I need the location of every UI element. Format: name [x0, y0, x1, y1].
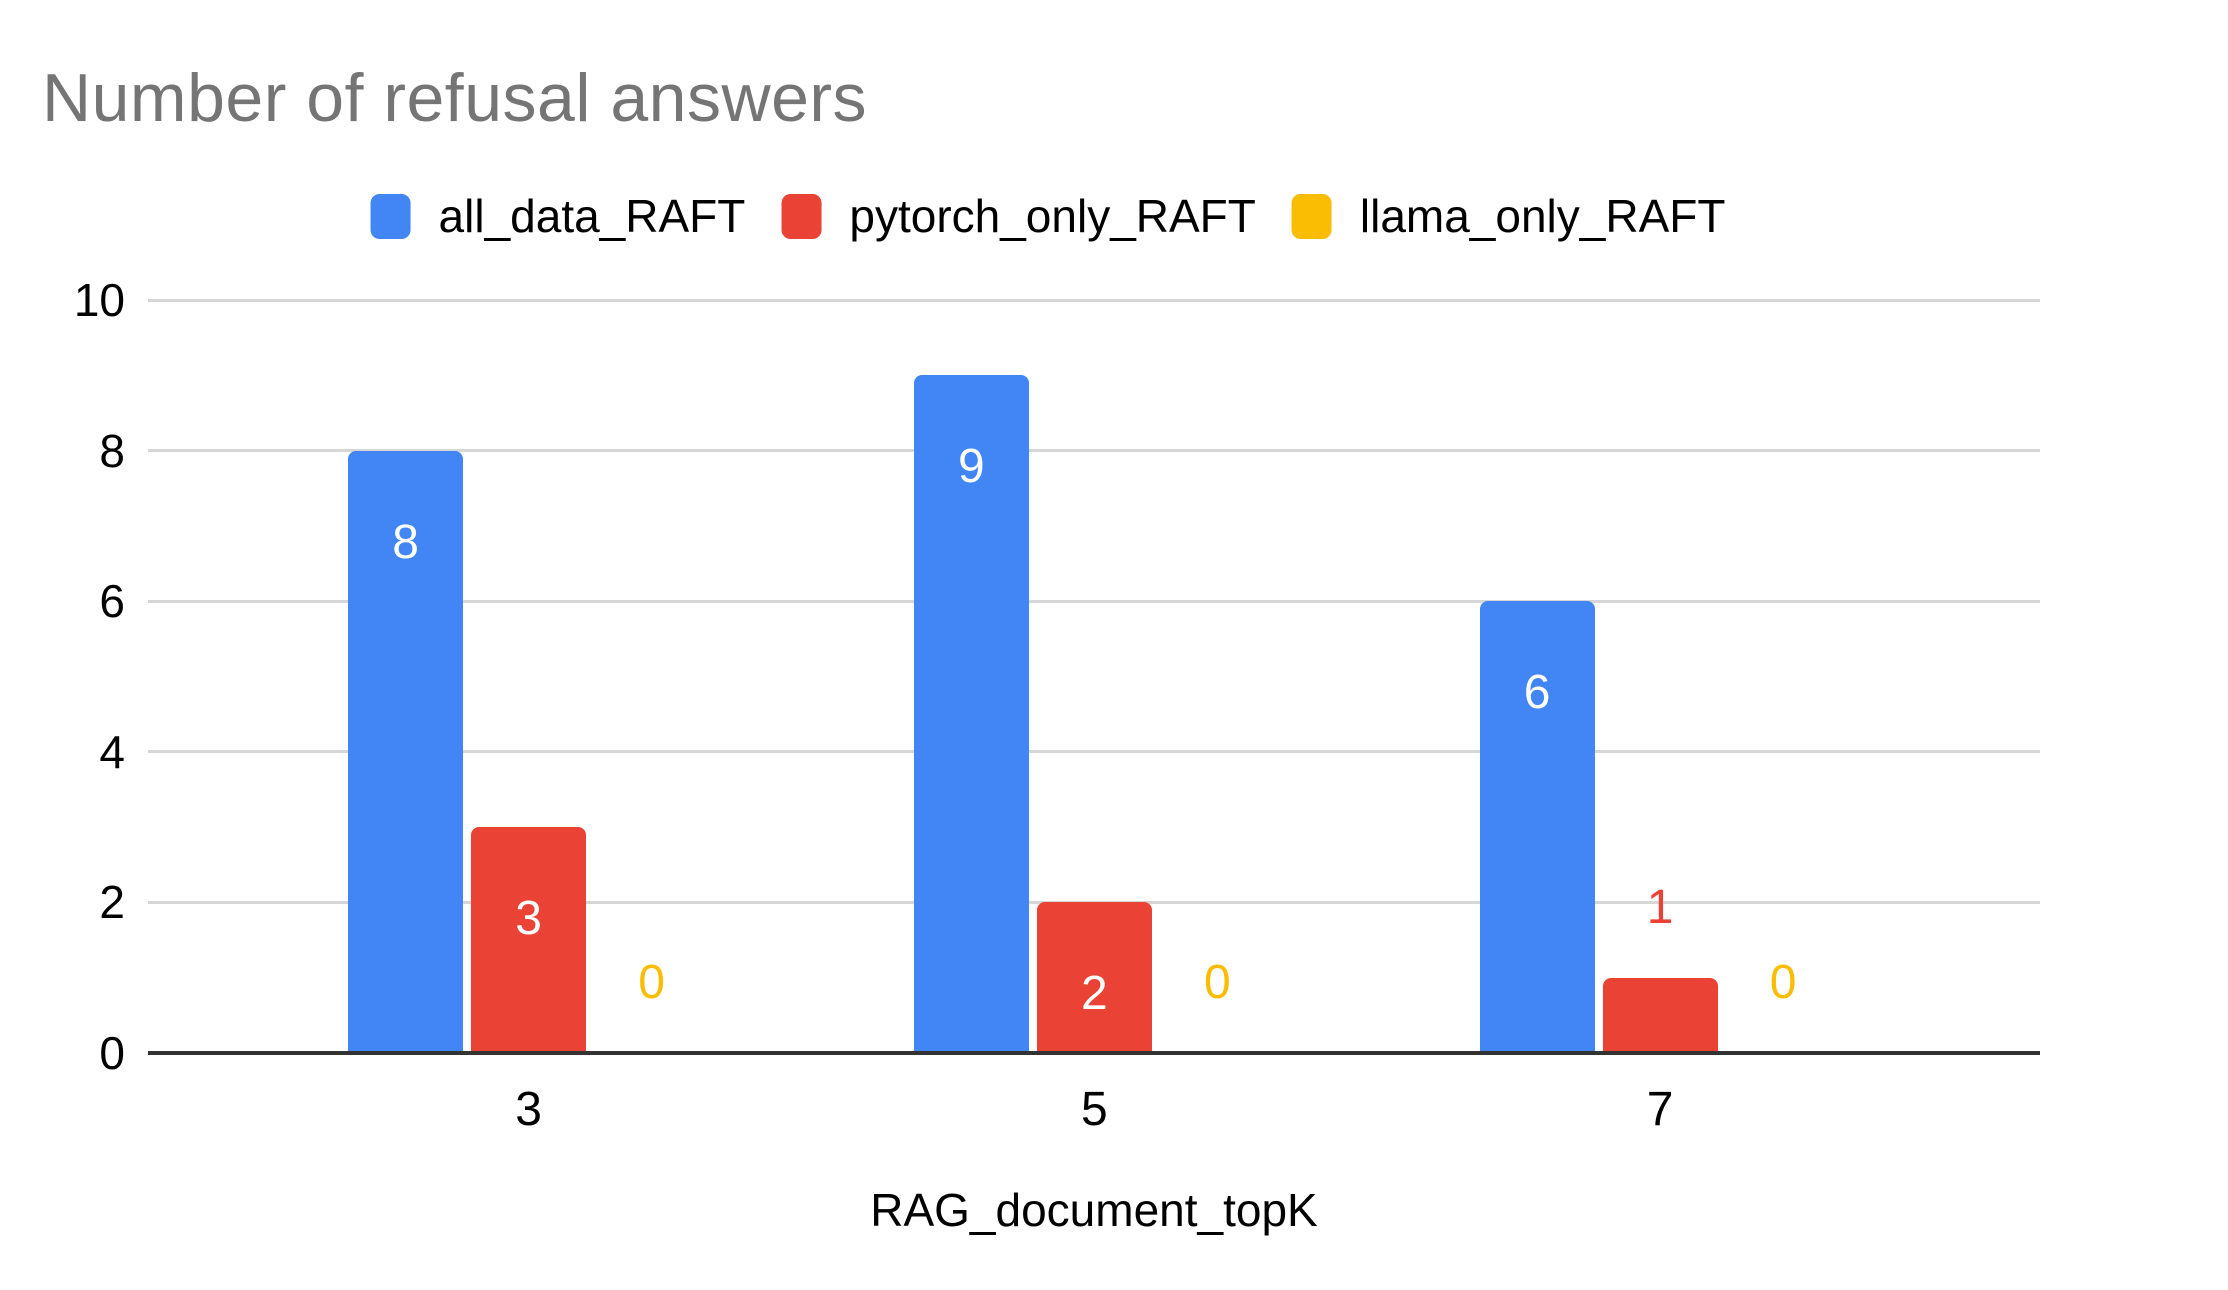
y-tick-label: 8 — [99, 424, 125, 477]
bar-data-label: 2 — [1080, 967, 1108, 1021]
bar-data-label: 0 — [1769, 956, 1797, 1009]
bar — [1602, 977, 1718, 1053]
y-tick-label: 4 — [99, 725, 125, 778]
legend-swatch-icon — [781, 193, 822, 239]
legend-label: all_data_RAFT — [438, 190, 746, 242]
gridline — [148, 750, 2040, 754]
category-label: 7 — [1646, 1083, 1674, 1136]
y-tick-label: 0 — [99, 1027, 125, 1079]
bar-data-label: 6 — [1523, 666, 1551, 720]
gridline — [148, 298, 2040, 302]
bar — [348, 450, 464, 1053]
legend-item-pytorch-only-raft: pytorch_only_RAFT — [781, 190, 1256, 242]
gridline — [148, 449, 2040, 453]
y-tick-label: 6 — [99, 575, 125, 628]
x-axis-title: RAG_document_topK — [870, 1184, 1318, 1236]
bar-data-label: 3 — [515, 892, 542, 946]
legend-label: llama_only_RAFT — [1359, 190, 1726, 242]
y-tick-label: 2 — [99, 876, 125, 929]
chart-title: Number of refusal answers — [42, 60, 868, 136]
x-axis-baseline — [148, 1051, 2040, 1055]
bar-data-label: 8 — [392, 515, 419, 569]
legend-swatch-icon — [370, 193, 411, 239]
legend-label: pytorch_only_RAFT — [849, 190, 1256, 242]
bar-data-label: 0 — [638, 956, 665, 1009]
bar-data-label: 1 — [1646, 880, 1674, 934]
bar — [913, 375, 1029, 1053]
category-label: 5 — [1080, 1083, 1108, 1136]
gridline — [148, 599, 2040, 603]
bar-data-label: 9 — [957, 440, 985, 494]
bar — [1479, 601, 1595, 1053]
chart-legend: all_data_RAFT pytorch_only_RAFT llama_on… — [370, 190, 1726, 242]
category-label: 3 — [515, 1083, 542, 1136]
bar — [471, 827, 587, 1053]
bar — [1036, 902, 1152, 1053]
legend-swatch-icon — [1291, 193, 1332, 239]
legend-item-all-data-raft: all_data_RAFT — [370, 190, 746, 242]
bar-data-label: 0 — [1203, 956, 1231, 1009]
y-tick-label: 10 — [73, 274, 125, 326]
legend-item-llama-only-raft: llama_only_RAFT — [1291, 190, 1726, 242]
